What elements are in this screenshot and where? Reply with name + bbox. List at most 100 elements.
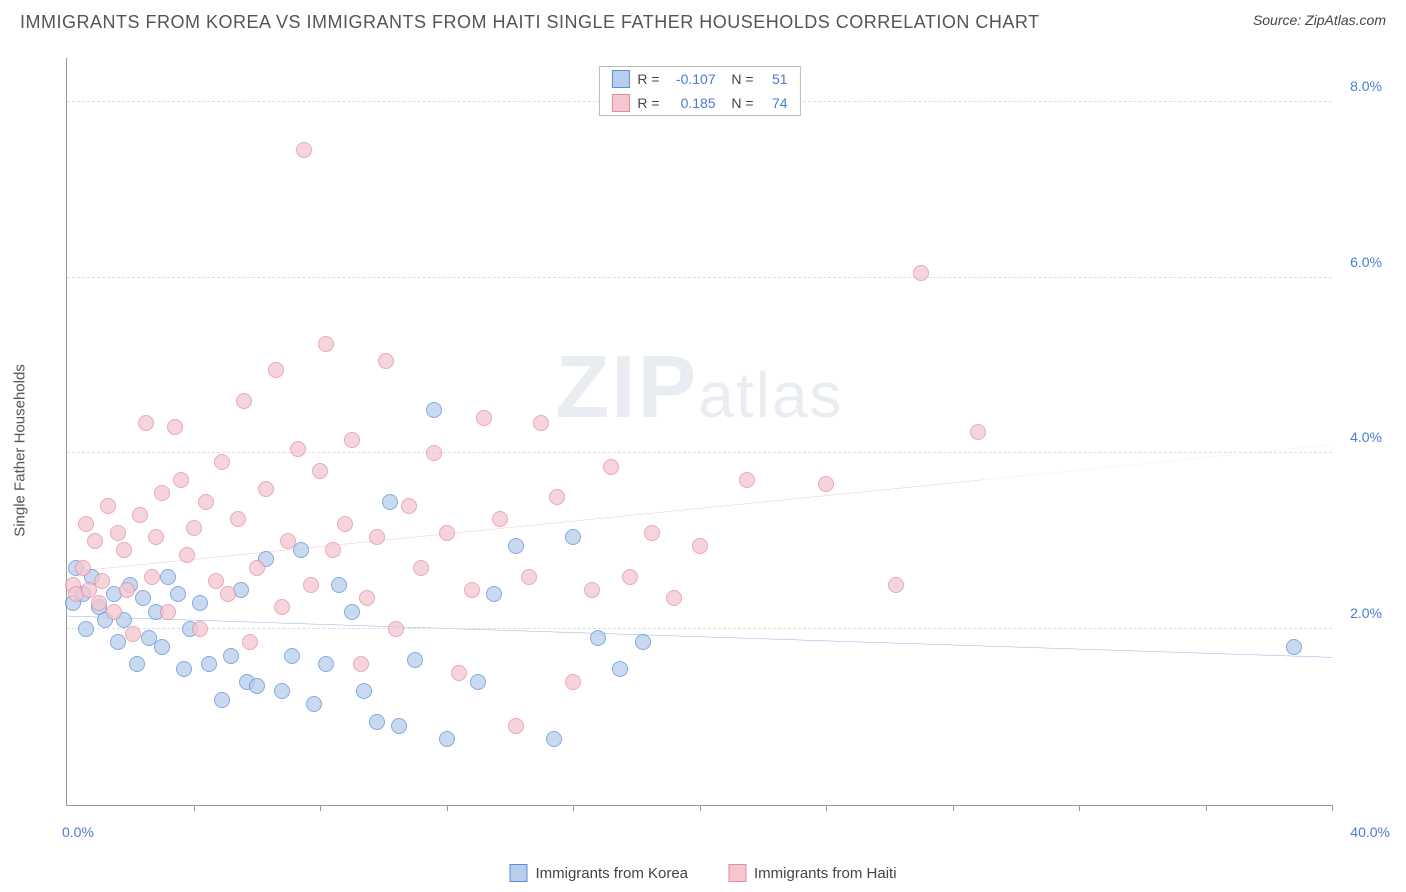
x-tick (194, 805, 195, 811)
scatter-point-haiti (818, 476, 834, 492)
scatter-point-haiti (132, 507, 148, 523)
scatter-point-korea (369, 714, 385, 730)
x-axis-max-label: 40.0% (1350, 824, 1390, 840)
scatter-point-haiti (192, 621, 208, 637)
y-tick-label: 4.0% (1338, 429, 1382, 445)
scatter-point-korea (214, 692, 230, 708)
n-label: N = (724, 95, 754, 111)
scatter-point-korea (391, 718, 407, 734)
gridline (67, 628, 1332, 629)
source-site: ZipAtlas.com (1305, 12, 1386, 28)
bottom-legend: Immigrants from Korea Immigrants from Ha… (509, 864, 896, 882)
gridline (67, 277, 1332, 278)
scatter-point-haiti (492, 511, 508, 527)
scatter-point-haiti (913, 265, 929, 281)
scatter-point-haiti (116, 542, 132, 558)
scatter-point-korea (110, 634, 126, 650)
scatter-point-korea (284, 648, 300, 664)
scatter-point-haiti (325, 542, 341, 558)
swatch-haiti (728, 864, 746, 882)
scatter-point-korea (176, 661, 192, 677)
scatter-point-korea (382, 494, 398, 510)
scatter-point-haiti (533, 415, 549, 431)
scatter-point-haiti (258, 481, 274, 497)
scatter-point-haiti (888, 577, 904, 593)
legend-label-korea: Immigrants from Korea (535, 865, 688, 882)
scatter-point-haiti (125, 626, 141, 642)
scatter-point-haiti (214, 454, 230, 470)
scatter-point-korea (249, 678, 265, 694)
scatter-point-korea (590, 630, 606, 646)
scatter-point-korea (306, 696, 322, 712)
r-label: R = (637, 71, 659, 87)
watermark-main: ZIP (555, 337, 698, 436)
scatter-point-korea (129, 656, 145, 672)
scatter-point-haiti (622, 569, 638, 585)
scatter-point-haiti (666, 590, 682, 606)
scatter-point-haiti (154, 485, 170, 501)
scatter-point-haiti (476, 410, 492, 426)
scatter-point-korea (78, 621, 94, 637)
scatter-point-haiti (91, 595, 107, 611)
n-value-haiti: 74 (762, 95, 788, 111)
scatter-point-korea (565, 529, 581, 545)
scatter-point-haiti (359, 590, 375, 606)
scatter-point-haiti (144, 569, 160, 585)
swatch-korea (509, 864, 527, 882)
scatter-point-haiti (439, 525, 455, 541)
watermark-tail: atlas (698, 359, 843, 431)
x-tick (700, 805, 701, 811)
legend-label-haiti: Immigrants from Haiti (754, 865, 897, 882)
scatter-point-haiti (388, 621, 404, 637)
scatter-point-haiti (268, 362, 284, 378)
scatter-point-korea (635, 634, 651, 650)
stats-legend: R = -0.107 N = 51 R = 0.185 N = 74 (598, 66, 800, 116)
scatter-point-haiti (236, 393, 252, 409)
legend-item-korea: Immigrants from Korea (509, 864, 688, 882)
scatter-point-haiti (337, 516, 353, 532)
scatter-point-korea (331, 577, 347, 593)
scatter-point-korea (470, 674, 486, 690)
scatter-point-haiti (644, 525, 660, 541)
scatter-point-haiti (369, 529, 385, 545)
scatter-point-korea (356, 683, 372, 699)
scatter-point-haiti (230, 511, 246, 527)
scatter-point-korea (612, 661, 628, 677)
scatter-point-haiti (464, 582, 480, 598)
scatter-point-haiti (186, 520, 202, 536)
scatter-point-haiti (274, 599, 290, 615)
scatter-point-haiti (110, 525, 126, 541)
scatter-point-haiti (242, 634, 258, 650)
stats-row-korea: R = -0.107 N = 51 (599, 67, 799, 91)
scatter-point-haiti (75, 560, 91, 576)
scatter-point-haiti (353, 656, 369, 672)
page-title: IMMIGRANTS FROM KOREA VS IMMIGRANTS FROM… (20, 12, 1040, 33)
scatter-point-korea (344, 604, 360, 620)
scatter-point-haiti (303, 577, 319, 593)
scatter-point-haiti (318, 336, 334, 352)
swatch-korea (611, 70, 629, 88)
x-tick (447, 805, 448, 811)
scatter-point-korea (508, 538, 524, 554)
scatter-point-haiti (208, 573, 224, 589)
scatter-point-haiti (739, 472, 755, 488)
scatter-point-haiti (100, 498, 116, 514)
stats-row-haiti: R = 0.185 N = 74 (599, 91, 799, 115)
scatter-point-haiti (451, 665, 467, 681)
scatter-point-korea (439, 731, 455, 747)
scatter-point-haiti (87, 533, 103, 549)
scatter-point-haiti (508, 718, 524, 734)
scatter-point-korea (546, 731, 562, 747)
legend-item-haiti: Immigrants from Haiti (728, 864, 897, 882)
n-value-korea: 51 (762, 71, 788, 87)
scatter-point-haiti (290, 441, 306, 457)
scatter-point-korea (407, 652, 423, 668)
scatter-point-korea (170, 586, 186, 602)
scatter-point-haiti (549, 489, 565, 505)
scatter-point-korea (274, 683, 290, 699)
correlation-chart: Single Father Households ZIPatlas R = -0… (48, 48, 1386, 836)
y-tick-label: 8.0% (1338, 78, 1382, 94)
scatter-point-korea (223, 648, 239, 664)
watermark: ZIPatlas (555, 336, 843, 438)
scatter-point-haiti (173, 472, 189, 488)
